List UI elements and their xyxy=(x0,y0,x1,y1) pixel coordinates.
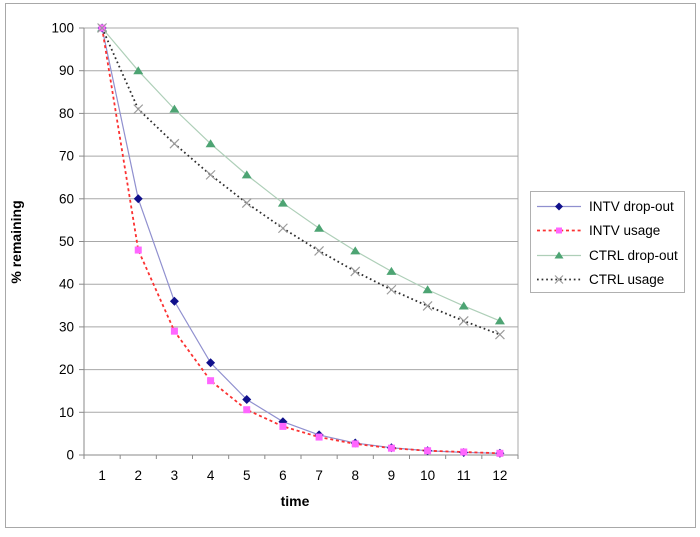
y-tick-label: 0 xyxy=(66,448,74,463)
legend-item-ctrl-usage: CTRL usage xyxy=(536,268,684,293)
marker-intv-usage xyxy=(496,449,504,457)
marker-ctrl-usage xyxy=(205,169,216,180)
marker-intv-drop-out xyxy=(206,358,216,368)
y-tick-label: 50 xyxy=(59,234,74,249)
marker-ctrl-drop-out xyxy=(169,104,180,113)
legend-item-ctrl-drop-out: CTRL drop-out xyxy=(536,243,684,268)
marker-ctrl-drop-out xyxy=(458,301,469,310)
marker-ctrl-usage xyxy=(422,301,433,311)
marker-ctrl-usage xyxy=(241,198,252,208)
marker-ctrl-usage xyxy=(386,284,397,295)
marker-intv-usage xyxy=(351,440,359,448)
marker-ctrl-usage xyxy=(169,138,180,149)
marker-intv-drop-out xyxy=(242,394,252,404)
x-tick-label: 11 xyxy=(457,468,471,483)
x-tick-label: 4 xyxy=(207,468,215,483)
y-tick-label: 80 xyxy=(59,106,74,121)
series-line-ctrl-drop-out xyxy=(101,27,501,322)
legend-swatch-marker xyxy=(556,227,562,234)
x-tick-label: 7 xyxy=(315,468,323,483)
x-tick-label: 9 xyxy=(388,468,396,483)
marker-ctrl-drop-out xyxy=(205,139,216,148)
marker-intv-usage xyxy=(134,246,142,254)
marker-intv-usage xyxy=(170,327,178,335)
marker-ctrl-usage xyxy=(133,104,144,115)
marker-ctrl-usage xyxy=(277,223,288,234)
marker-intv-usage xyxy=(424,447,432,455)
y-tick-label: 90 xyxy=(59,63,74,78)
marker-ctrl-drop-out xyxy=(314,223,325,232)
y-tick-label: 70 xyxy=(59,149,74,164)
y-axis-title: % remaining xyxy=(8,200,24,283)
legend-label-intv-usage: INTV usage xyxy=(589,223,661,239)
marker-intv-usage xyxy=(460,448,468,456)
legend-swatch-marker xyxy=(555,202,563,211)
marker-ctrl-drop-out xyxy=(277,198,288,207)
y-tick-label: 40 xyxy=(59,277,74,292)
legend-label-intv-drop-out: INTV drop-out xyxy=(589,198,674,214)
legend-label-ctrl-drop-out: CTRL drop-out xyxy=(589,247,678,263)
legend-swatch-marker xyxy=(554,275,564,285)
marker-ctrl-drop-out xyxy=(350,246,361,255)
marker-ctrl-usage xyxy=(458,315,469,326)
marker-ctrl-usage xyxy=(97,23,108,33)
marker-ctrl-usage xyxy=(314,245,325,256)
x-tick-label: 1 xyxy=(98,468,106,483)
series-line-intv-drop-out xyxy=(101,27,500,454)
legend-swatch-intv-drop-out xyxy=(537,202,581,211)
x-tick-label: 3 xyxy=(171,468,179,483)
marker-ctrl-usage xyxy=(494,329,505,340)
y-tick-label: 60 xyxy=(59,191,74,206)
legend-swatch-ctrl-usage xyxy=(537,275,581,285)
x-tick-label: 10 xyxy=(420,468,435,483)
marker-intv-usage xyxy=(315,433,323,441)
marker-intv-usage xyxy=(243,406,251,414)
x-tick-label: 2 xyxy=(134,468,142,483)
marker-ctrl-drop-out xyxy=(422,285,433,294)
y-tick-label: 30 xyxy=(59,319,74,334)
marker-intv-usage xyxy=(279,422,287,430)
marker-intv-drop-out xyxy=(133,194,143,204)
marker-ctrl-drop-out xyxy=(494,316,505,325)
legend-swatch-marker xyxy=(554,251,564,259)
marker-intv-usage xyxy=(207,377,215,385)
legend-item-intv-usage: INTV usage xyxy=(536,219,684,244)
marker-ctrl-drop-out xyxy=(241,170,252,179)
series-line-intv-usage xyxy=(101,27,500,455)
legend-swatch-intv-usage xyxy=(537,227,581,234)
marker-intv-usage xyxy=(387,444,395,452)
x-axis-title: time xyxy=(281,493,310,509)
marker-ctrl-drop-out xyxy=(133,66,144,75)
x-tick-label: 8 xyxy=(351,468,359,483)
legend: INTV drop-out INTV usage CTRL drop-out C… xyxy=(530,191,685,293)
marker-intv-drop-out xyxy=(169,296,179,306)
legend-swatch-ctrl-drop-out xyxy=(537,251,581,259)
series-line-ctrl-usage xyxy=(101,27,501,336)
y-tick-label: 10 xyxy=(59,405,74,420)
legend-item-intv-drop-out: INTV drop-out xyxy=(536,194,684,219)
y-tick-label: 100 xyxy=(51,21,74,36)
x-tick-label: 5 xyxy=(243,468,251,483)
y-tick-label: 20 xyxy=(59,362,74,377)
marker-ctrl-drop-out xyxy=(386,266,397,275)
marker-ctrl-usage xyxy=(350,266,361,277)
x-tick-label: 12 xyxy=(492,468,507,483)
x-tick-label: 6 xyxy=(279,468,287,483)
legend-label-ctrl-usage: CTRL usage xyxy=(589,272,665,288)
